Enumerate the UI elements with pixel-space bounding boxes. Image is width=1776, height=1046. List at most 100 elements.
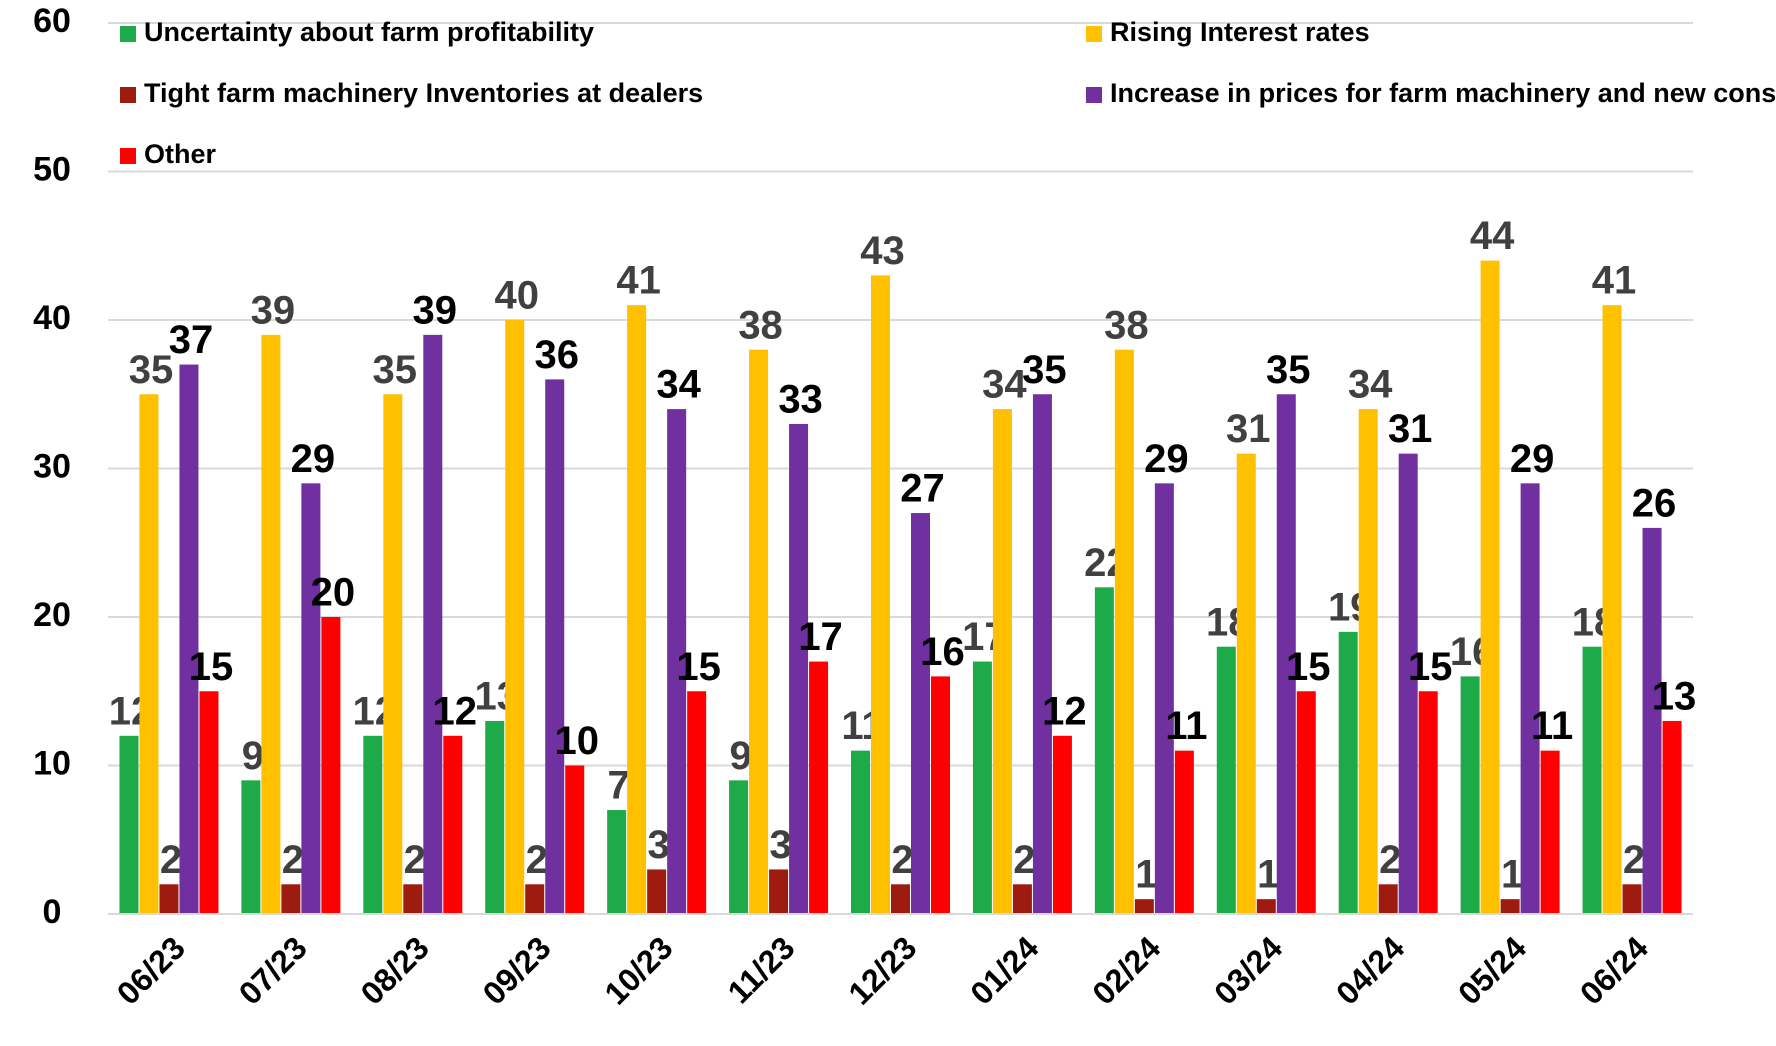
data-label: 2 xyxy=(282,838,304,882)
bar xyxy=(789,423,809,914)
bar xyxy=(1154,483,1174,914)
x-tick-label: 03/24 xyxy=(1207,929,1289,1011)
bar xyxy=(1642,527,1662,914)
data-label: 27 xyxy=(900,467,945,511)
bar xyxy=(281,884,301,914)
legend-label: Other xyxy=(144,139,217,169)
bar xyxy=(363,735,383,914)
bar xyxy=(627,305,647,914)
data-label: 16 xyxy=(920,630,965,674)
y-tick-label: 50 xyxy=(33,150,71,188)
legend-label: Increase in prices for farm machinery an… xyxy=(1110,78,1776,108)
bar xyxy=(179,364,199,914)
bar xyxy=(119,735,139,914)
bar xyxy=(1520,483,1540,914)
data-label: 39 xyxy=(251,288,296,332)
bar xyxy=(1134,899,1154,914)
data-label: 43 xyxy=(860,229,905,273)
bar xyxy=(1094,587,1114,914)
legend-label: Rising Interest rates xyxy=(1110,17,1370,47)
data-label: 38 xyxy=(1104,303,1149,347)
x-tick-label: 07/23 xyxy=(232,929,314,1011)
bar xyxy=(565,765,585,914)
bar xyxy=(199,691,219,914)
bar xyxy=(1662,720,1682,914)
data-label: 29 xyxy=(291,437,336,481)
bar xyxy=(1256,899,1276,914)
data-label: 12 xyxy=(1042,689,1087,733)
x-tick-label: 11/23 xyxy=(721,929,802,1010)
y-tick-label: 10 xyxy=(33,744,71,782)
bar xyxy=(1398,453,1418,914)
data-label: 2 xyxy=(1623,838,1645,882)
bar xyxy=(485,720,505,914)
data-label: 2 xyxy=(404,838,426,882)
bar xyxy=(525,884,545,914)
data-label: 20 xyxy=(311,571,356,615)
data-label: 15 xyxy=(1408,645,1453,689)
bar xyxy=(403,884,423,914)
data-label: 44 xyxy=(1470,214,1515,258)
y-tick-label: 0 xyxy=(43,893,62,931)
bar xyxy=(809,661,829,914)
x-tick-label: 08/23 xyxy=(354,929,436,1011)
bar xyxy=(687,691,707,914)
data-label: 35 xyxy=(1022,348,1067,392)
legend-label: Uncertainty about farm profitability xyxy=(144,17,594,47)
data-label: 41 xyxy=(616,259,661,303)
data-label: 35 xyxy=(1266,348,1311,392)
bar xyxy=(1602,305,1622,914)
bar xyxy=(729,780,749,914)
y-tick-label: 60 xyxy=(33,2,71,40)
x-tick-label: 05/24 xyxy=(1451,929,1533,1011)
x-tick-label: 04/24 xyxy=(1329,929,1411,1011)
data-label: 38 xyxy=(738,303,783,347)
data-label: 35 xyxy=(373,348,418,392)
legend-swatch xyxy=(120,87,136,103)
data-label: 40 xyxy=(494,274,539,318)
x-tick-label: 12/23 xyxy=(841,929,923,1011)
data-label: 7 xyxy=(608,764,630,808)
data-label: 2 xyxy=(160,838,182,882)
data-label: 1 xyxy=(1257,853,1279,897)
x-tick-label: 10/23 xyxy=(598,929,680,1011)
data-label: 15 xyxy=(676,645,721,689)
bar xyxy=(1480,260,1500,915)
data-label: 39 xyxy=(413,288,458,332)
bar xyxy=(1460,676,1480,914)
bar xyxy=(505,320,525,914)
data-label: 11 xyxy=(1531,704,1573,748)
bar xyxy=(1114,349,1134,914)
x-tick-label: 01/24 xyxy=(963,929,1045,1011)
data-label: 2 xyxy=(526,838,548,882)
bar xyxy=(1216,646,1236,914)
y-tick-label: 30 xyxy=(33,447,71,485)
bar xyxy=(443,735,463,914)
data-label: 29 xyxy=(1510,437,1555,481)
data-label: 10 xyxy=(554,719,599,763)
legend-swatch xyxy=(1086,26,1102,42)
data-label: 1 xyxy=(1501,853,1523,897)
bar xyxy=(1012,884,1032,914)
data-label: 2 xyxy=(891,838,913,882)
data-label: 15 xyxy=(1286,645,1331,689)
data-label: 1 xyxy=(1135,853,1157,897)
bar xyxy=(891,884,910,914)
bar xyxy=(1296,691,1316,914)
bar xyxy=(749,349,769,914)
data-label: 35 xyxy=(129,348,174,392)
data-label: 9 xyxy=(242,734,264,778)
data-label: 34 xyxy=(1348,363,1393,407)
bar xyxy=(423,334,443,915)
bar xyxy=(261,334,281,915)
data-label: 9 xyxy=(729,734,751,778)
bar xyxy=(1032,394,1052,914)
data-label: 31 xyxy=(1388,407,1433,451)
bar xyxy=(647,869,667,914)
data-label: 41 xyxy=(1592,259,1637,303)
data-label: 31 xyxy=(1226,407,1271,451)
data-label: 15 xyxy=(189,645,234,689)
bar xyxy=(1358,409,1378,914)
bar xyxy=(1582,646,1602,914)
